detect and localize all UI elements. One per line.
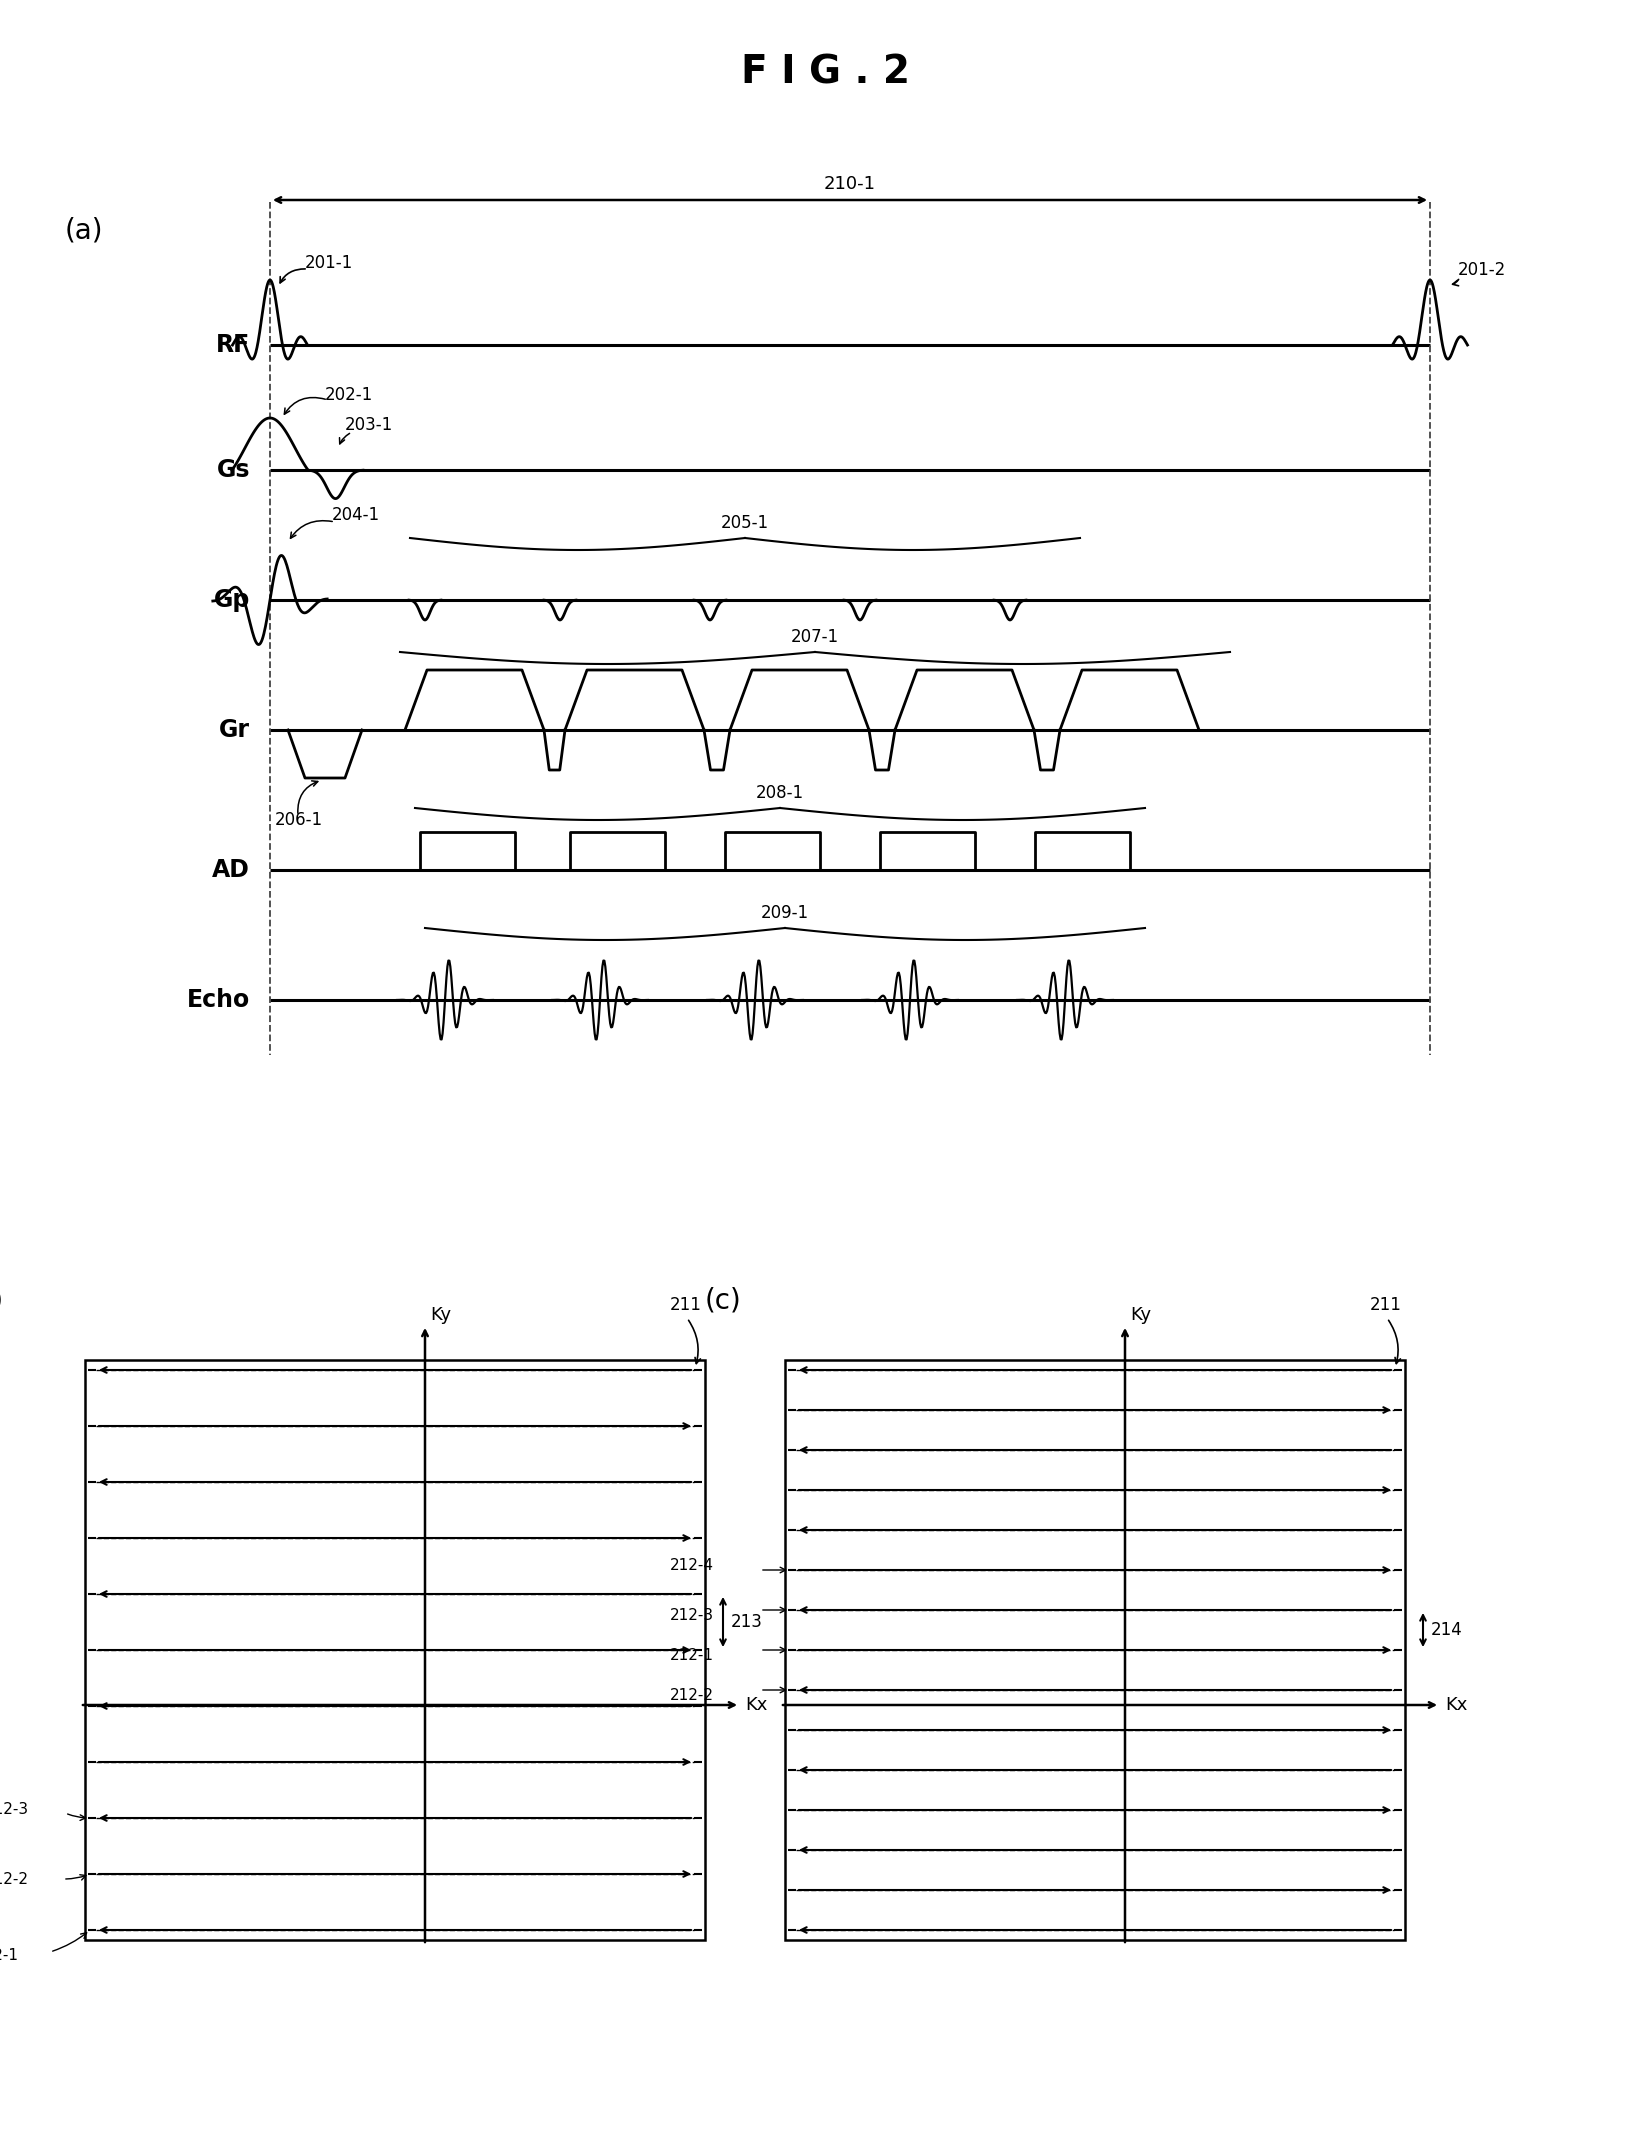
Text: AD: AD bbox=[211, 857, 249, 881]
Text: 211: 211 bbox=[670, 1296, 702, 1313]
Text: Ky: Ky bbox=[429, 1307, 451, 1324]
Text: 213: 213 bbox=[731, 1614, 763, 1631]
Text: 212-3: 212-3 bbox=[670, 1607, 715, 1622]
Text: 212-1: 212-1 bbox=[670, 1648, 713, 1663]
Text: (b): (b) bbox=[0, 1285, 3, 1313]
Text: (a): (a) bbox=[64, 217, 104, 245]
Text: Gp: Gp bbox=[213, 589, 249, 612]
Text: 212-2: 212-2 bbox=[670, 1687, 713, 1702]
Text: 210-1: 210-1 bbox=[824, 174, 877, 193]
Text: 204-1: 204-1 bbox=[332, 505, 380, 524]
Text: 203-1: 203-1 bbox=[345, 417, 393, 434]
Text: 211: 211 bbox=[1370, 1296, 1402, 1313]
Text: Kx: Kx bbox=[1445, 1696, 1468, 1715]
Text: Gr: Gr bbox=[220, 718, 249, 741]
Text: Gs: Gs bbox=[216, 458, 249, 481]
Text: 212-3: 212-3 bbox=[0, 1803, 30, 1818]
Text: Ky: Ky bbox=[1129, 1307, 1151, 1324]
Text: 212-1: 212-1 bbox=[0, 1947, 20, 1962]
Text: 209-1: 209-1 bbox=[761, 905, 809, 922]
Text: 207-1: 207-1 bbox=[791, 628, 839, 647]
Text: 212-4: 212-4 bbox=[670, 1558, 713, 1573]
Text: 206-1: 206-1 bbox=[276, 810, 324, 830]
Text: 208-1: 208-1 bbox=[756, 784, 804, 802]
Text: RF: RF bbox=[216, 333, 249, 357]
Bar bbox=[84, 1360, 705, 1941]
Text: 214: 214 bbox=[1431, 1620, 1463, 1640]
Text: Echo: Echo bbox=[187, 989, 249, 1012]
Text: 201-2: 201-2 bbox=[1458, 260, 1506, 279]
Text: F I G . 2: F I G . 2 bbox=[741, 54, 910, 90]
Text: Kx: Kx bbox=[745, 1696, 768, 1715]
Text: 212-2: 212-2 bbox=[0, 1872, 30, 1887]
Bar bbox=[784, 1360, 1405, 1941]
Text: (c): (c) bbox=[705, 1285, 741, 1313]
Text: 202-1: 202-1 bbox=[325, 387, 373, 404]
Text: 201-1: 201-1 bbox=[305, 254, 353, 273]
Text: 205-1: 205-1 bbox=[721, 514, 769, 533]
